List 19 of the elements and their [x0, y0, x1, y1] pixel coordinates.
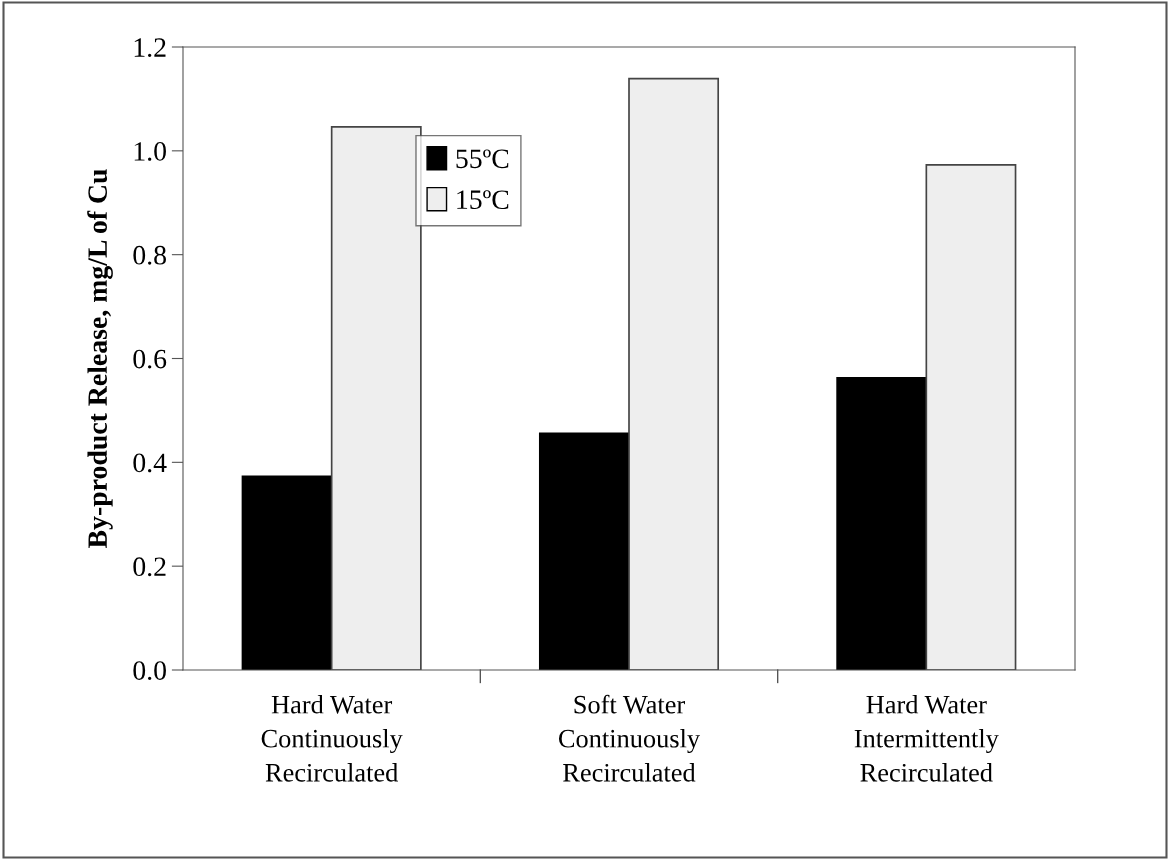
x-tick-label: Soft Water Continuously Recirculated [558, 694, 701, 782]
bar [628, 77, 720, 670]
bar [538, 432, 630, 670]
legend-label: 55ºC [456, 149, 509, 169]
bar [241, 475, 333, 670]
bar [836, 376, 928, 670]
y-tick-label: 1.0 [134, 142, 166, 161]
bar [330, 126, 422, 670]
bar [925, 164, 1017, 670]
y-tick-label: 1.2 [134, 38, 166, 58]
y-tick-label: 0.2 [133, 557, 166, 577]
y-axis-title: By-product Release, mg/L of Cu [87, 169, 113, 548]
y-tick-label: 0.4 [133, 453, 167, 473]
y-tick-label: 0.6 [133, 349, 167, 369]
legend-label: 15ºC [457, 190, 509, 210]
y-tick-label: 0.0 [133, 661, 166, 681]
y-tick-label: 0.8 [133, 245, 166, 265]
x-tick-label: Hard Water Intermittently Recirculated [854, 695, 999, 782]
x-tick-label: Hard Water Continuously Recirculated [261, 695, 403, 782]
